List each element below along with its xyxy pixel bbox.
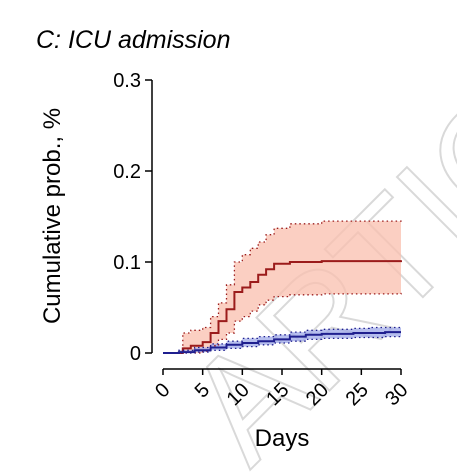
series-lines	[163, 219, 402, 354]
y-tick-label: 0	[130, 343, 141, 365]
x-tick-label: 30	[381, 379, 412, 410]
y-tick-label: 0.2	[113, 161, 141, 183]
y-axis-label: Cumulative prob., %	[39, 108, 66, 324]
series-line-0	[163, 260, 402, 354]
ci-band-0	[163, 219, 401, 353]
series-line-1	[163, 331, 401, 354]
y-tick-label: 0.1	[113, 252, 141, 274]
y-tick-label: 0.3	[113, 70, 141, 92]
chart-title: C: ICU admission	[36, 26, 231, 54]
x-axis-label: Days	[255, 425, 310, 452]
